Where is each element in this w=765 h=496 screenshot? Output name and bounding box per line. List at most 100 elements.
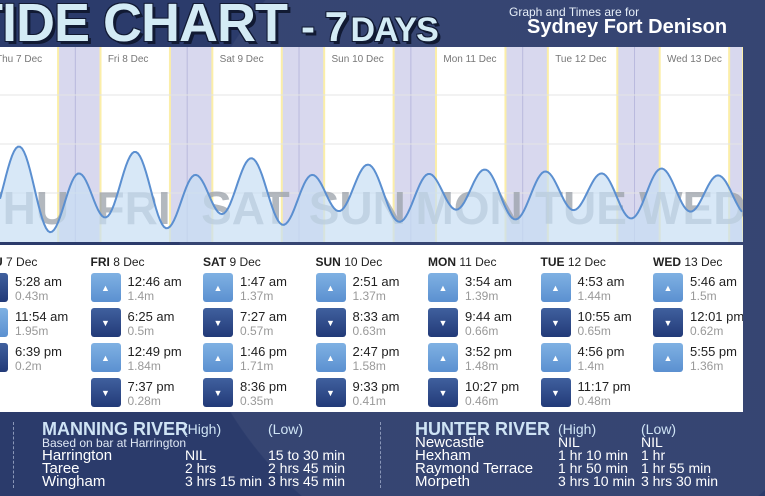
tide-height: 1.4m xyxy=(127,289,155,303)
tide-time: 5:46 am xyxy=(690,274,737,289)
day-abbr: WED xyxy=(653,255,681,269)
tide-time: 1:47 am xyxy=(240,274,287,289)
tide-height: 0.41m xyxy=(352,394,386,408)
tide-entry: ▲ 2:51 am 1.37m xyxy=(315,273,424,305)
high-tide-button[interactable]: ▲ xyxy=(315,273,346,302)
day-abbr: SAT xyxy=(203,255,227,269)
high-tide-button[interactable]: ▲ xyxy=(428,273,458,302)
title-main: TIDE CHART xyxy=(0,0,288,53)
tide-time: 12:49 pm xyxy=(127,344,182,359)
tide-height: 1.37m xyxy=(240,289,274,303)
tide-height: 0.62m xyxy=(690,324,724,338)
high-tide-button[interactable]: ▲ xyxy=(540,343,571,372)
low-tide-button[interactable]: ▼ xyxy=(0,343,8,372)
high-tide-button[interactable]: ▲ xyxy=(653,343,683,372)
tide-time: 10:55 am xyxy=(577,309,632,324)
manning-low-cell: 3 hrs 45 min xyxy=(268,473,346,489)
high-tide-button[interactable]: ▲ xyxy=(90,273,121,302)
low-tide-button[interactable]: ▼ xyxy=(315,378,346,407)
low-tide-button[interactable]: ▼ xyxy=(540,308,571,337)
arrow-up-icon: ▲ xyxy=(326,352,335,363)
low-tide-button[interactable]: ▼ xyxy=(90,308,121,337)
high-tide-button[interactable]: ▲ xyxy=(203,343,233,372)
tide-table: THU 7 Dec▼ 5:28 am 0.43m▲ 11:54 am 1.95m… xyxy=(0,245,743,412)
divider xyxy=(13,422,14,488)
arrow-down-icon: ▼ xyxy=(326,387,335,398)
hunter-low-cell: 1 hr xyxy=(641,447,666,463)
tide-height: 1.95m xyxy=(15,324,49,338)
tide-entry: ▲ 1:47 am 1.37m xyxy=(203,273,311,305)
tide-height: 0.43m xyxy=(15,289,49,303)
tide-time: 6:25 am xyxy=(127,309,175,324)
tide-entry: ▼ 12:01 pm 0.62m xyxy=(653,308,743,340)
tide-day-column: MON 11 Dec ▲ 3:54 am 1.39m ▼ 9:44 am 0.66m… xyxy=(428,245,536,412)
tide-entry: ▲ 4:53 am 1.44m xyxy=(540,273,649,305)
low-tide-button[interactable]: ▼ xyxy=(0,273,8,302)
manning-high-header: (High) xyxy=(183,421,222,437)
arrow-down-icon: ▼ xyxy=(213,317,223,328)
manning-high-cell: 3 hrs 15 min xyxy=(185,473,263,489)
day-label: Fri 8 Dec xyxy=(108,54,149,65)
tide-entry: ▼ 7:27 am 0.57m xyxy=(203,308,311,340)
arrow-up-icon: ▲ xyxy=(213,282,223,293)
hunter-high-cell: NIL xyxy=(558,434,580,450)
low-tide-button[interactable]: ▼ xyxy=(653,308,683,337)
day-date: 7 Dec xyxy=(6,255,38,269)
tide-time: 1:46 pm xyxy=(240,344,287,359)
high-tide-button[interactable]: ▲ xyxy=(540,273,571,302)
tide-height: 1.5m xyxy=(690,289,717,303)
day-abbr: SUN xyxy=(315,255,341,269)
day-abbr: THU xyxy=(0,255,3,269)
hunter-low-header: (Low) xyxy=(641,421,677,437)
low-tide-button[interactable]: ▼ xyxy=(203,308,233,337)
low-tide-button[interactable]: ▼ xyxy=(315,308,346,337)
high-tide-button[interactable]: ▲ xyxy=(315,343,346,372)
tide-time: 9:44 am xyxy=(465,309,512,324)
low-tide-button[interactable]: ▼ xyxy=(90,378,121,407)
divider xyxy=(380,422,381,488)
tide-height: 1.48m xyxy=(465,359,499,373)
tide-height: 0.57m xyxy=(240,324,274,338)
low-tide-button[interactable]: ▼ xyxy=(428,308,458,337)
manning-low-cell: 2 hrs 45 min xyxy=(268,460,346,476)
arrow-up-icon: ▲ xyxy=(551,282,560,293)
low-tide-button[interactable]: ▼ xyxy=(203,378,233,407)
high-tide-button[interactable]: ▲ xyxy=(653,273,683,302)
high-tide-button[interactable]: ▲ xyxy=(0,308,8,337)
tide-entry: ▲ 12:46 am 1.4m xyxy=(90,273,199,305)
tide-height: 1.71m xyxy=(240,359,274,373)
tide-day-column: FRI 8 Dec ▲ 12:46 am 1.4m ▼ 6:25 am 0.5m ▲ … xyxy=(90,245,199,412)
day-label: Sat 9 Dec xyxy=(220,54,264,65)
tide-entry: ▼ 6:39 pm 0.2m xyxy=(0,343,86,375)
arrow-up-icon: ▲ xyxy=(101,352,110,363)
manning-high-cell: NIL xyxy=(185,447,207,463)
hunter-place-cell: Morpeth xyxy=(415,473,471,490)
day-heading: WED 13 Dec xyxy=(653,255,722,269)
high-tide-button[interactable]: ▲ xyxy=(203,273,233,302)
tide-entry: ▲ 3:52 pm 1.48m xyxy=(428,343,536,375)
high-tide-button[interactable]: ▲ xyxy=(90,343,121,372)
day-label: Sun 10 Dec xyxy=(332,54,384,65)
arrow-down-icon: ▼ xyxy=(101,387,110,398)
low-tide-button[interactable]: ▼ xyxy=(428,378,458,407)
tide-time: 11:17 pm xyxy=(577,379,631,394)
tide-time: 5:28 am xyxy=(15,274,62,289)
tide-day-column: TUE 12 Dec ▲ 4:53 am 1.44m ▼ 10:55 am 0.65… xyxy=(540,245,649,412)
low-tide-button[interactable]: ▼ xyxy=(540,378,571,407)
subtitle: Graph and Times are for xyxy=(509,5,640,19)
high-tide-button[interactable]: ▲ xyxy=(428,343,458,372)
day-date: 13 Dec xyxy=(684,255,723,269)
day-label: Thu 7 Dec xyxy=(0,54,42,65)
tide-entry: ▼ 7:37 pm 0.28m xyxy=(90,378,199,410)
tide-height: 1.36m xyxy=(690,359,724,373)
location-name: Sydney Fort Denison xyxy=(527,16,728,38)
arrow-down-icon: ▼ xyxy=(213,387,223,398)
day-heading: SAT 9 Dec xyxy=(203,255,261,269)
tide-time: 5:55 pm xyxy=(690,344,737,359)
manning-river-title: MANNING RIVER xyxy=(42,419,189,439)
tide-entry: ▼ 9:44 am 0.66m xyxy=(428,308,536,340)
day-date: 9 Dec xyxy=(229,255,261,269)
tide-day-column: THU 7 Dec▼ 5:28 am 0.43m▲ 11:54 am 1.95m… xyxy=(0,245,86,412)
tide-time: 2:47 pm xyxy=(352,344,400,359)
